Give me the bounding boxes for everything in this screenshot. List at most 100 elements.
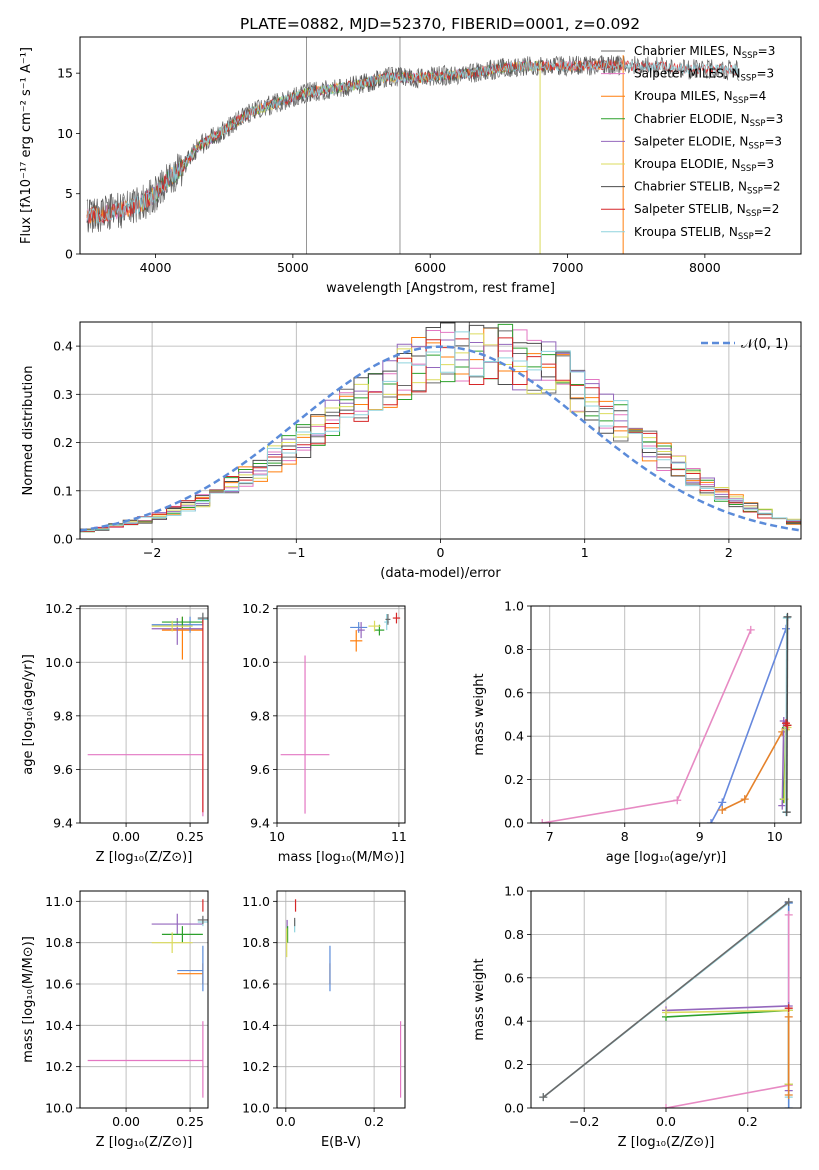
axes-frame: [79, 890, 209, 1109]
axes-frame: [79, 36, 802, 255]
axes-frame: [79, 605, 209, 824]
legend-subscript: SSP: [738, 232, 754, 242]
plot-area: [538, 612, 792, 823]
weight-marker: [784, 1090, 793, 1099]
legend-suffix: =3: [764, 134, 782, 148]
x-axis-label: (data-model)/error: [380, 566, 501, 581]
y-tick-label: 5: [65, 186, 73, 201]
y-axis-label: age [log₁₀(age/yr)]: [21, 654, 36, 775]
y-tick-label: 0.2: [504, 1057, 524, 1072]
legend-subscript: SSP: [748, 141, 764, 151]
y-tick-label: 10.6: [45, 977, 73, 992]
weight-line-1: [542, 629, 752, 823]
x-tick-label: 0.25: [176, 829, 204, 844]
y-tick-label: 0.1: [53, 483, 73, 498]
legend-suffix: =3: [766, 112, 784, 126]
y-tick-label: 0.4: [504, 729, 524, 744]
weight-line-3: [542, 901, 790, 1098]
y-tick-label: 10.4: [45, 1018, 73, 1033]
legend-entry: Chabrier ELODIE, NSSP=3: [634, 112, 783, 129]
legend-suffix: =2: [762, 202, 780, 216]
y-tick-label: 0.6: [504, 685, 524, 700]
x-tick-label: 0.00: [112, 829, 140, 844]
x-tick-label: 0.25: [176, 1114, 204, 1129]
y-axis-label: mass weight: [472, 958, 487, 1040]
legend-suffix: =2: [754, 225, 772, 239]
y-tick-label: 9.4: [250, 816, 270, 831]
y-tick-label: 0.2: [504, 772, 524, 787]
y-tick-label: 10.6: [242, 977, 270, 992]
x-tick-label: 1: [581, 545, 589, 560]
x-tick-label: 7000: [552, 260, 584, 275]
y-tick-label: 15: [57, 66, 73, 81]
weight-marker: [784, 1004, 793, 1013]
y-tick-label: 0: [65, 247, 73, 262]
legend-entry: Kroupa STELIB, NSSP=2: [634, 225, 772, 242]
legend-suffix: =3: [756, 157, 774, 171]
errorbar-point-6: [151, 932, 193, 953]
x-axis-label: E(B-V): [321, 1135, 361, 1150]
legend-suffix: =2: [763, 180, 781, 194]
y-tick-label: 1.0: [504, 884, 524, 899]
errorbar-point-4: [357, 622, 365, 639]
weight-marker: [662, 1104, 670, 1108]
plot-area: [539, 897, 793, 1108]
panel-age_vs_Z: 0.00 0.25 9.4 9.6 9.8 10.0 10.2 Z [log₁₀(Z/Z⊙)]…: [21, 601, 209, 865]
x-tick-label: 6000: [414, 260, 446, 275]
y-tick-label: 11.0: [242, 894, 270, 909]
y-tick-label: 9.6: [53, 762, 73, 777]
weight-marker: [718, 798, 727, 807]
y-axis-label: mass [log₁₀(M/M⊙)]: [21, 936, 36, 1063]
x-tick-label: 8: [621, 829, 629, 844]
weight-marker: [746, 625, 755, 634]
y-tick-label: 10.0: [242, 655, 270, 670]
axes-frame: [79, 321, 802, 540]
x-tick-label: 8000: [689, 260, 721, 275]
x-axis-label: Z [log₁₀(Z/Z⊙)]: [618, 1135, 715, 1150]
x-tick-label: 0: [437, 545, 445, 560]
errorbar-point-5: [161, 926, 203, 943]
x-tick-label: 0.2: [364, 1114, 384, 1129]
y-tick-label: 10.2: [45, 601, 73, 616]
y-tick-label: 9.8: [53, 708, 73, 723]
errorbar-point-2: [350, 630, 363, 652]
weight-marker: [778, 801, 787, 810]
weight-line-3: [721, 731, 783, 811]
x-tick-label: 4000: [140, 260, 172, 275]
x-axis-label: wavelength [Angstrom, rest frame]: [326, 281, 555, 296]
legend-subscript: SSP: [733, 96, 749, 106]
weight-marker: [784, 1012, 793, 1021]
y-tick-label: 0.8: [504, 927, 524, 942]
weight-marker: [707, 819, 715, 823]
y-tick-label: 9.4: [53, 816, 73, 831]
y-tick-label: 10.0: [45, 655, 73, 670]
weight-marker: [539, 1093, 548, 1102]
errorbar-point-1: [280, 655, 330, 814]
panel-spectrum: 4000 5000 6000 7000 8000 0 5 10 15 wavelength [An…: [19, 36, 802, 296]
y-tick-label: 10.8: [45, 935, 73, 950]
y-tick-label: 10.2: [242, 1059, 270, 1074]
legend-subscript: SSP: [750, 119, 766, 129]
y-tick-label: 0.2: [53, 435, 73, 450]
errorbar-point-8: [197, 915, 208, 925]
y-tick-label: 0.4: [53, 339, 73, 354]
spectrum-legend: Chabrier MILES, NSSP=3 Salpeter MILES, NS…: [601, 44, 783, 242]
y-tick-label: 10.2: [45, 1059, 73, 1074]
legend-entry: 𝒩(0, 1): [741, 337, 788, 352]
legend-entry: Salpeter ELODIE, NSSP=3: [634, 134, 782, 151]
x-axis-label: mass [log₁₀(M/M⊙)]: [278, 850, 405, 865]
legend-subscript: SSP: [746, 209, 762, 219]
y-tick-label: 0.8: [504, 642, 524, 657]
legend-suffix: =3: [758, 44, 776, 58]
plot-area: [80, 322, 801, 539]
errorbar-point-3: [350, 622, 368, 633]
y-tick-label: 0.4: [504, 1014, 524, 1029]
plot-area: [87, 899, 208, 1098]
y-tick-label: 0.6: [504, 970, 524, 985]
x-tick-label: 9: [696, 829, 704, 844]
panel-mass_vs_Z: 0.00 0.25 10.0 10.2 10.4 10.6 10.8 11.0 Z [log₁₀…: [21, 890, 209, 1150]
legend-subscript: SSP: [747, 187, 763, 197]
legend-suffix: =3: [756, 67, 774, 81]
